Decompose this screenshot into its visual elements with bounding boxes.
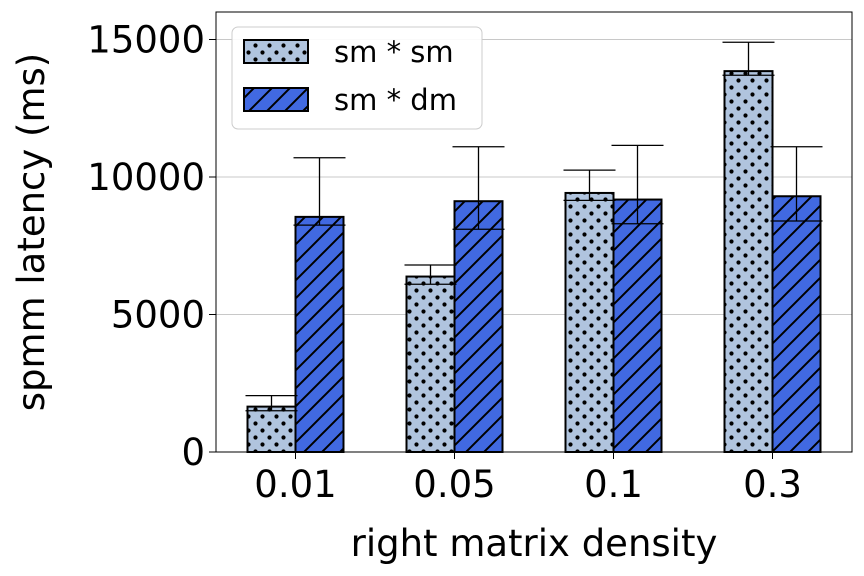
legend-swatch [243, 39, 309, 64]
x-axis-title: right matrix density [351, 522, 718, 565]
bar [612, 198, 663, 453]
x-tick-label: 0.01 [254, 463, 336, 506]
x-axis: 0.01 0.05 0.1 0.3 [254, 452, 802, 506]
y-tick-label: 5000 [111, 294, 205, 337]
x-tick-label: 0.1 [584, 463, 643, 506]
error-bars [245, 41, 823, 412]
bar [246, 405, 297, 453]
x-tick-label: 0.3 [743, 463, 802, 506]
y-tick-label: 10000 [87, 156, 205, 199]
bar [453, 200, 504, 453]
legend-label: sm * sm [334, 35, 454, 69]
bar [294, 215, 345, 453]
y-axis: 0 5000 10000 15000 [87, 19, 216, 474]
y-tick-label: 15000 [87, 19, 205, 62]
y-tick-label: 0 [181, 431, 205, 474]
legend-swatch [243, 87, 309, 112]
bar [564, 191, 615, 453]
legend: sm * sm sm * dm [231, 26, 483, 130]
x-tick-label: 0.05 [413, 463, 495, 506]
plot-frame [215, 11, 853, 453]
y-axis-title: spmm latency (ms) [10, 53, 53, 411]
bar [771, 195, 822, 453]
bar [405, 275, 456, 453]
legend-label: sm * dm [334, 83, 457, 117]
bar [723, 70, 774, 453]
